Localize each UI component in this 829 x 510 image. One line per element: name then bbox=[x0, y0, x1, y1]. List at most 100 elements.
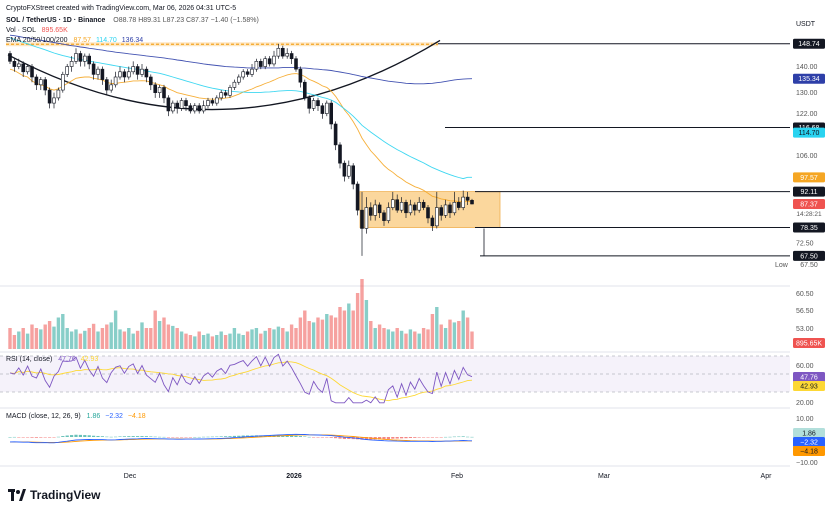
volume-bar bbox=[228, 333, 232, 349]
candle bbox=[465, 191, 470, 205]
candle bbox=[434, 191, 439, 229]
candle bbox=[404, 199, 408, 218]
volume-bar bbox=[355, 293, 360, 349]
volume-bar bbox=[61, 314, 65, 349]
candle bbox=[47, 87, 52, 109]
macd-hist-bar bbox=[241, 435, 245, 437]
candle bbox=[237, 74, 241, 85]
low-value: 67.50 bbox=[800, 262, 818, 269]
macd-hist-bar bbox=[184, 437, 188, 438]
candle-up bbox=[127, 71, 131, 78]
macd-hist-bar bbox=[144, 436, 148, 437]
macd-hist-bar bbox=[61, 436, 65, 437]
candle bbox=[16, 58, 21, 70]
candle-down bbox=[377, 204, 382, 214]
candle bbox=[289, 50, 294, 64]
candle bbox=[206, 97, 210, 109]
candle-down bbox=[360, 209, 364, 229]
tradingview-logo[interactable]: TradingView bbox=[8, 488, 100, 502]
candle-down bbox=[430, 217, 435, 227]
candle-up bbox=[364, 207, 369, 229]
candle-up bbox=[140, 68, 144, 75]
candle-down bbox=[439, 207, 444, 216]
macd-line-value: −2.32 bbox=[105, 413, 123, 420]
pane-separators bbox=[0, 285, 790, 467]
macd-hist-bar bbox=[43, 437, 47, 438]
macd-hist-bar bbox=[417, 437, 421, 438]
time-label: Feb bbox=[451, 473, 463, 480]
volume-bar bbox=[426, 329, 430, 349]
candle bbox=[83, 53, 87, 67]
candle bbox=[65, 63, 69, 77]
macd-hist-bar bbox=[303, 436, 307, 437]
volume-bar bbox=[276, 326, 281, 349]
volume-bar bbox=[267, 328, 272, 349]
candle-down bbox=[355, 183, 360, 211]
candle-down bbox=[382, 212, 386, 221]
volume-bar bbox=[333, 317, 338, 349]
volume-bar bbox=[232, 328, 237, 349]
candle-down bbox=[320, 105, 325, 114]
price-tag-bg bbox=[793, 127, 825, 138]
candle bbox=[355, 181, 360, 216]
candle-up bbox=[250, 68, 254, 75]
candle-up bbox=[96, 68, 100, 75]
candle bbox=[338, 142, 342, 169]
macd-signal-value: −4.18 bbox=[127, 413, 146, 420]
candle-down bbox=[153, 84, 157, 93]
volume-bar bbox=[461, 310, 465, 349]
candle-up bbox=[201, 105, 206, 112]
candle-down bbox=[43, 79, 48, 91]
candle bbox=[201, 100, 206, 114]
volume-tag-bg bbox=[793, 338, 825, 348]
candle-down bbox=[333, 123, 338, 146]
candle-up bbox=[232, 81, 237, 88]
macd-pane bbox=[8, 433, 474, 444]
macd-hist-bar bbox=[338, 437, 342, 439]
candle-down bbox=[338, 144, 342, 164]
volume-bar bbox=[395, 328, 399, 349]
candle bbox=[21, 61, 26, 77]
candle-up bbox=[285, 53, 290, 57]
volume-bar bbox=[8, 328, 12, 349]
volume-bar bbox=[113, 310, 118, 349]
candle bbox=[377, 202, 382, 218]
candle-down bbox=[294, 58, 298, 70]
candle-down bbox=[426, 207, 430, 219]
macd-hist-bar bbox=[74, 434, 78, 437]
candle-up bbox=[25, 66, 30, 73]
candle bbox=[280, 45, 285, 59]
volume-bar bbox=[118, 329, 122, 349]
volume-bar bbox=[17, 331, 21, 349]
candle-down bbox=[342, 162, 347, 177]
macd-hist-bar bbox=[65, 435, 69, 437]
macd-hist-bar bbox=[461, 436, 465, 437]
volume-bar bbox=[435, 307, 439, 349]
candle-up bbox=[69, 61, 74, 67]
candle-down bbox=[245, 71, 250, 75]
candle-up bbox=[228, 87, 232, 96]
volume-bar bbox=[83, 330, 87, 349]
candle bbox=[470, 198, 474, 205]
candle-up bbox=[254, 61, 259, 70]
volume-bar bbox=[241, 335, 245, 349]
ema100-line bbox=[9, 34, 473, 85]
volume-bar bbox=[325, 314, 329, 349]
candles bbox=[8, 43, 474, 256]
rsi-value: 47.76 bbox=[58, 356, 76, 363]
candle bbox=[258, 58, 263, 70]
rsi-ma-value: 42.93 bbox=[80, 356, 99, 363]
volume-bar bbox=[171, 325, 175, 349]
candle bbox=[311, 97, 316, 111]
candle bbox=[109, 79, 113, 93]
volume-bar bbox=[465, 317, 470, 349]
candle bbox=[210, 97, 215, 106]
candle bbox=[105, 77, 109, 96]
macd-hist-bar bbox=[298, 436, 302, 437]
macd-hist-bar bbox=[127, 436, 131, 437]
candle bbox=[360, 191, 364, 256]
candle-down bbox=[448, 204, 452, 214]
candle-down bbox=[8, 53, 12, 62]
